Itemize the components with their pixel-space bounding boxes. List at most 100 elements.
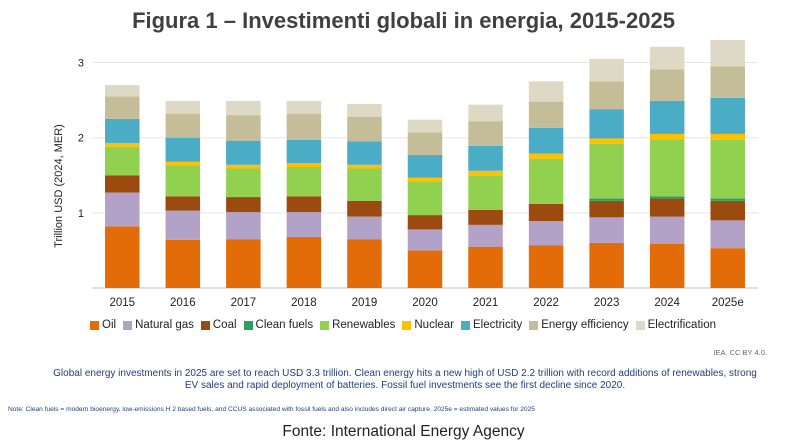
source-label: Fonte: — [282, 423, 327, 440]
bar-segment-coal-2024 — [649, 198, 685, 217]
bar-segment-natural-gas-2018 — [286, 212, 322, 237]
x-tick-label: 2020 — [412, 297, 438, 309]
bar-segment-renewables-2019 — [347, 168, 382, 201]
bar-segment-energy-efficiency-2019 — [347, 116, 382, 142]
bar-segment-renewables-2021 — [468, 175, 503, 210]
bar-segment-nuclear-2015 — [105, 142, 140, 147]
bar-segment-natural-gas-2021 — [468, 224, 503, 247]
bar-segment-nuclear-2018 — [286, 163, 322, 168]
bar-segment-electrification-2017 — [226, 100, 261, 116]
bar-segment-electricity-2021 — [468, 145, 503, 171]
bar-segment-energy-efficiency-2016 — [165, 113, 201, 138]
bar-segment-clean-fuels-2025e — [710, 198, 745, 201]
legend-item-oil: Oil — [90, 319, 116, 331]
bar-segment-electricity-2024 — [649, 100, 685, 134]
bar-segment-electrification-2023 — [589, 58, 624, 82]
bar-segment-oil-2020 — [407, 250, 443, 288]
legend-item-nuclear: Nuclear — [402, 319, 454, 331]
legend-item-renewables: Renewables — [320, 319, 395, 331]
bar-segment-natural-gas-2023 — [589, 217, 624, 243]
bar-segment-renewables-2024 — [649, 139, 685, 197]
bar-segment-energy-efficiency-2024 — [649, 69, 685, 101]
bar-segment-renewables-2015 — [105, 146, 140, 176]
bar-segment-coal-2018 — [286, 196, 322, 213]
legend-swatch — [461, 320, 471, 330]
bar-segment-clean-fuels-2023 — [589, 198, 624, 201]
chart-title: Figura 1 – Investimenti globali in energ… — [132, 8, 675, 33]
bar-segment-natural-gas-2022 — [528, 221, 564, 246]
bar-segment-coal-2021 — [468, 209, 503, 225]
bar-segment-renewables-2018 — [286, 167, 322, 197]
bar-segment-energy-efficiency-2021 — [468, 121, 503, 146]
bar-segment-oil-2015 — [105, 226, 140, 288]
bar-segment-coal-2016 — [165, 196, 201, 211]
bar-segment-electrification-2016 — [165, 100, 201, 114]
bar-segment-nuclear-2021 — [468, 170, 503, 176]
bar-segment-energy-efficiency-2018 — [286, 113, 322, 140]
legend-label: Nuclear — [414, 319, 455, 331]
x-tick-label: 2018 — [291, 297, 317, 309]
bar-segment-natural-gas-2015 — [105, 192, 140, 227]
bar-segment-electrification-2024 — [649, 46, 685, 70]
bar-segment-nuclear-2023 — [589, 138, 624, 144]
bar-segment-renewables-2025e — [710, 139, 745, 199]
legend-label: Energy efficiency — [541, 319, 629, 331]
x-tick-label: 2015 — [109, 297, 135, 309]
legend-swatch — [123, 320, 133, 330]
bar-segment-renewables-2022 — [528, 158, 564, 204]
bar-segment-electricity-2016 — [165, 137, 201, 162]
bar-segment-nuclear-2019 — [347, 164, 382, 169]
bar-segment-energy-efficiency-2023 — [589, 81, 624, 110]
bar-segment-oil-2025e — [710, 248, 745, 288]
x-tick-label: 2017 — [231, 297, 257, 309]
legend-item-natural-gas: Natural gas — [123, 319, 194, 331]
bar-segment-oil-2023 — [589, 242, 624, 288]
y-tick-label: 1 — [78, 208, 84, 220]
legend-label: Electrification — [647, 319, 716, 331]
bar-segment-energy-efficiency-2020 — [407, 132, 443, 155]
bar-segment-electricity-2020 — [407, 154, 443, 178]
bar-segment-electrification-2015 — [105, 85, 140, 97]
bar-segment-electricity-2018 — [286, 139, 322, 164]
bar-segment-natural-gas-2017 — [226, 212, 261, 240]
stacked-bar-chart: 1 2 3 2015 2016 2017 2018 2019 2020 2021 2022 2023… — [53, 40, 758, 309]
bar-segment-oil-2016 — [165, 239, 201, 288]
legend-label: Electricity — [473, 319, 523, 331]
credit-text: IEA. CC BY 4.0. — [713, 348, 767, 357]
bar-segment-natural-gas-2020 — [407, 229, 443, 251]
bar-segment-electrification-2018 — [286, 100, 322, 114]
bar-segment-oil-2022 — [528, 245, 564, 288]
legend-swatch — [200, 320, 210, 330]
bar-segment-natural-gas-2016 — [165, 210, 201, 240]
bar-segment-electricity-2019 — [347, 141, 382, 165]
legend-swatch — [243, 320, 253, 330]
caption-text: Global energy investments in 2025 are se… — [53, 368, 757, 391]
legend-item-coal: Coal — [200, 319, 237, 331]
bar-segment-nuclear-2025e — [710, 133, 745, 140]
bar-segment-electricity-2017 — [226, 140, 261, 165]
legend-item-electrification: Electrification — [635, 319, 716, 331]
legend-swatch — [90, 320, 99, 330]
bar-segment-renewables-2016 — [165, 165, 201, 197]
bar-segment-energy-efficiency-2017 — [226, 115, 261, 141]
bar-segment-renewables-2023 — [589, 143, 624, 199]
bar-segment-electricity-2022 — [528, 127, 564, 154]
bar-segment-electrification-2025e — [710, 40, 745, 67]
bar-segment-coal-2025e — [710, 200, 745, 221]
bar-segment-electrification-2021 — [468, 104, 503, 122]
legend-item-energy-efficiency: Energy efficiency — [529, 319, 629, 331]
y-axis-label: Trillion USD (2024, MER) — [53, 124, 65, 248]
x-tick-label: 2019 — [352, 297, 378, 309]
bar-segment-renewables-2017 — [226, 168, 261, 198]
source-line: Fonte: International Energy Agency — [0, 423, 807, 441]
bar-segment-coal-2017 — [226, 197, 261, 213]
bar-segment-electrification-2022 — [528, 81, 564, 102]
bar-segment-natural-gas-2025e — [710, 220, 745, 249]
bar-segment-oil-2024 — [649, 243, 685, 288]
legend-swatch — [635, 320, 645, 330]
legend: Oil Natural gas Coal Clean fuels Renewables N… — [90, 319, 790, 331]
bar-segment-energy-efficiency-2025e — [710, 66, 745, 98]
x-tick-label: 2024 — [654, 297, 680, 309]
bar-segment-electrification-2019 — [347, 103, 382, 117]
legend-swatch — [402, 320, 412, 330]
